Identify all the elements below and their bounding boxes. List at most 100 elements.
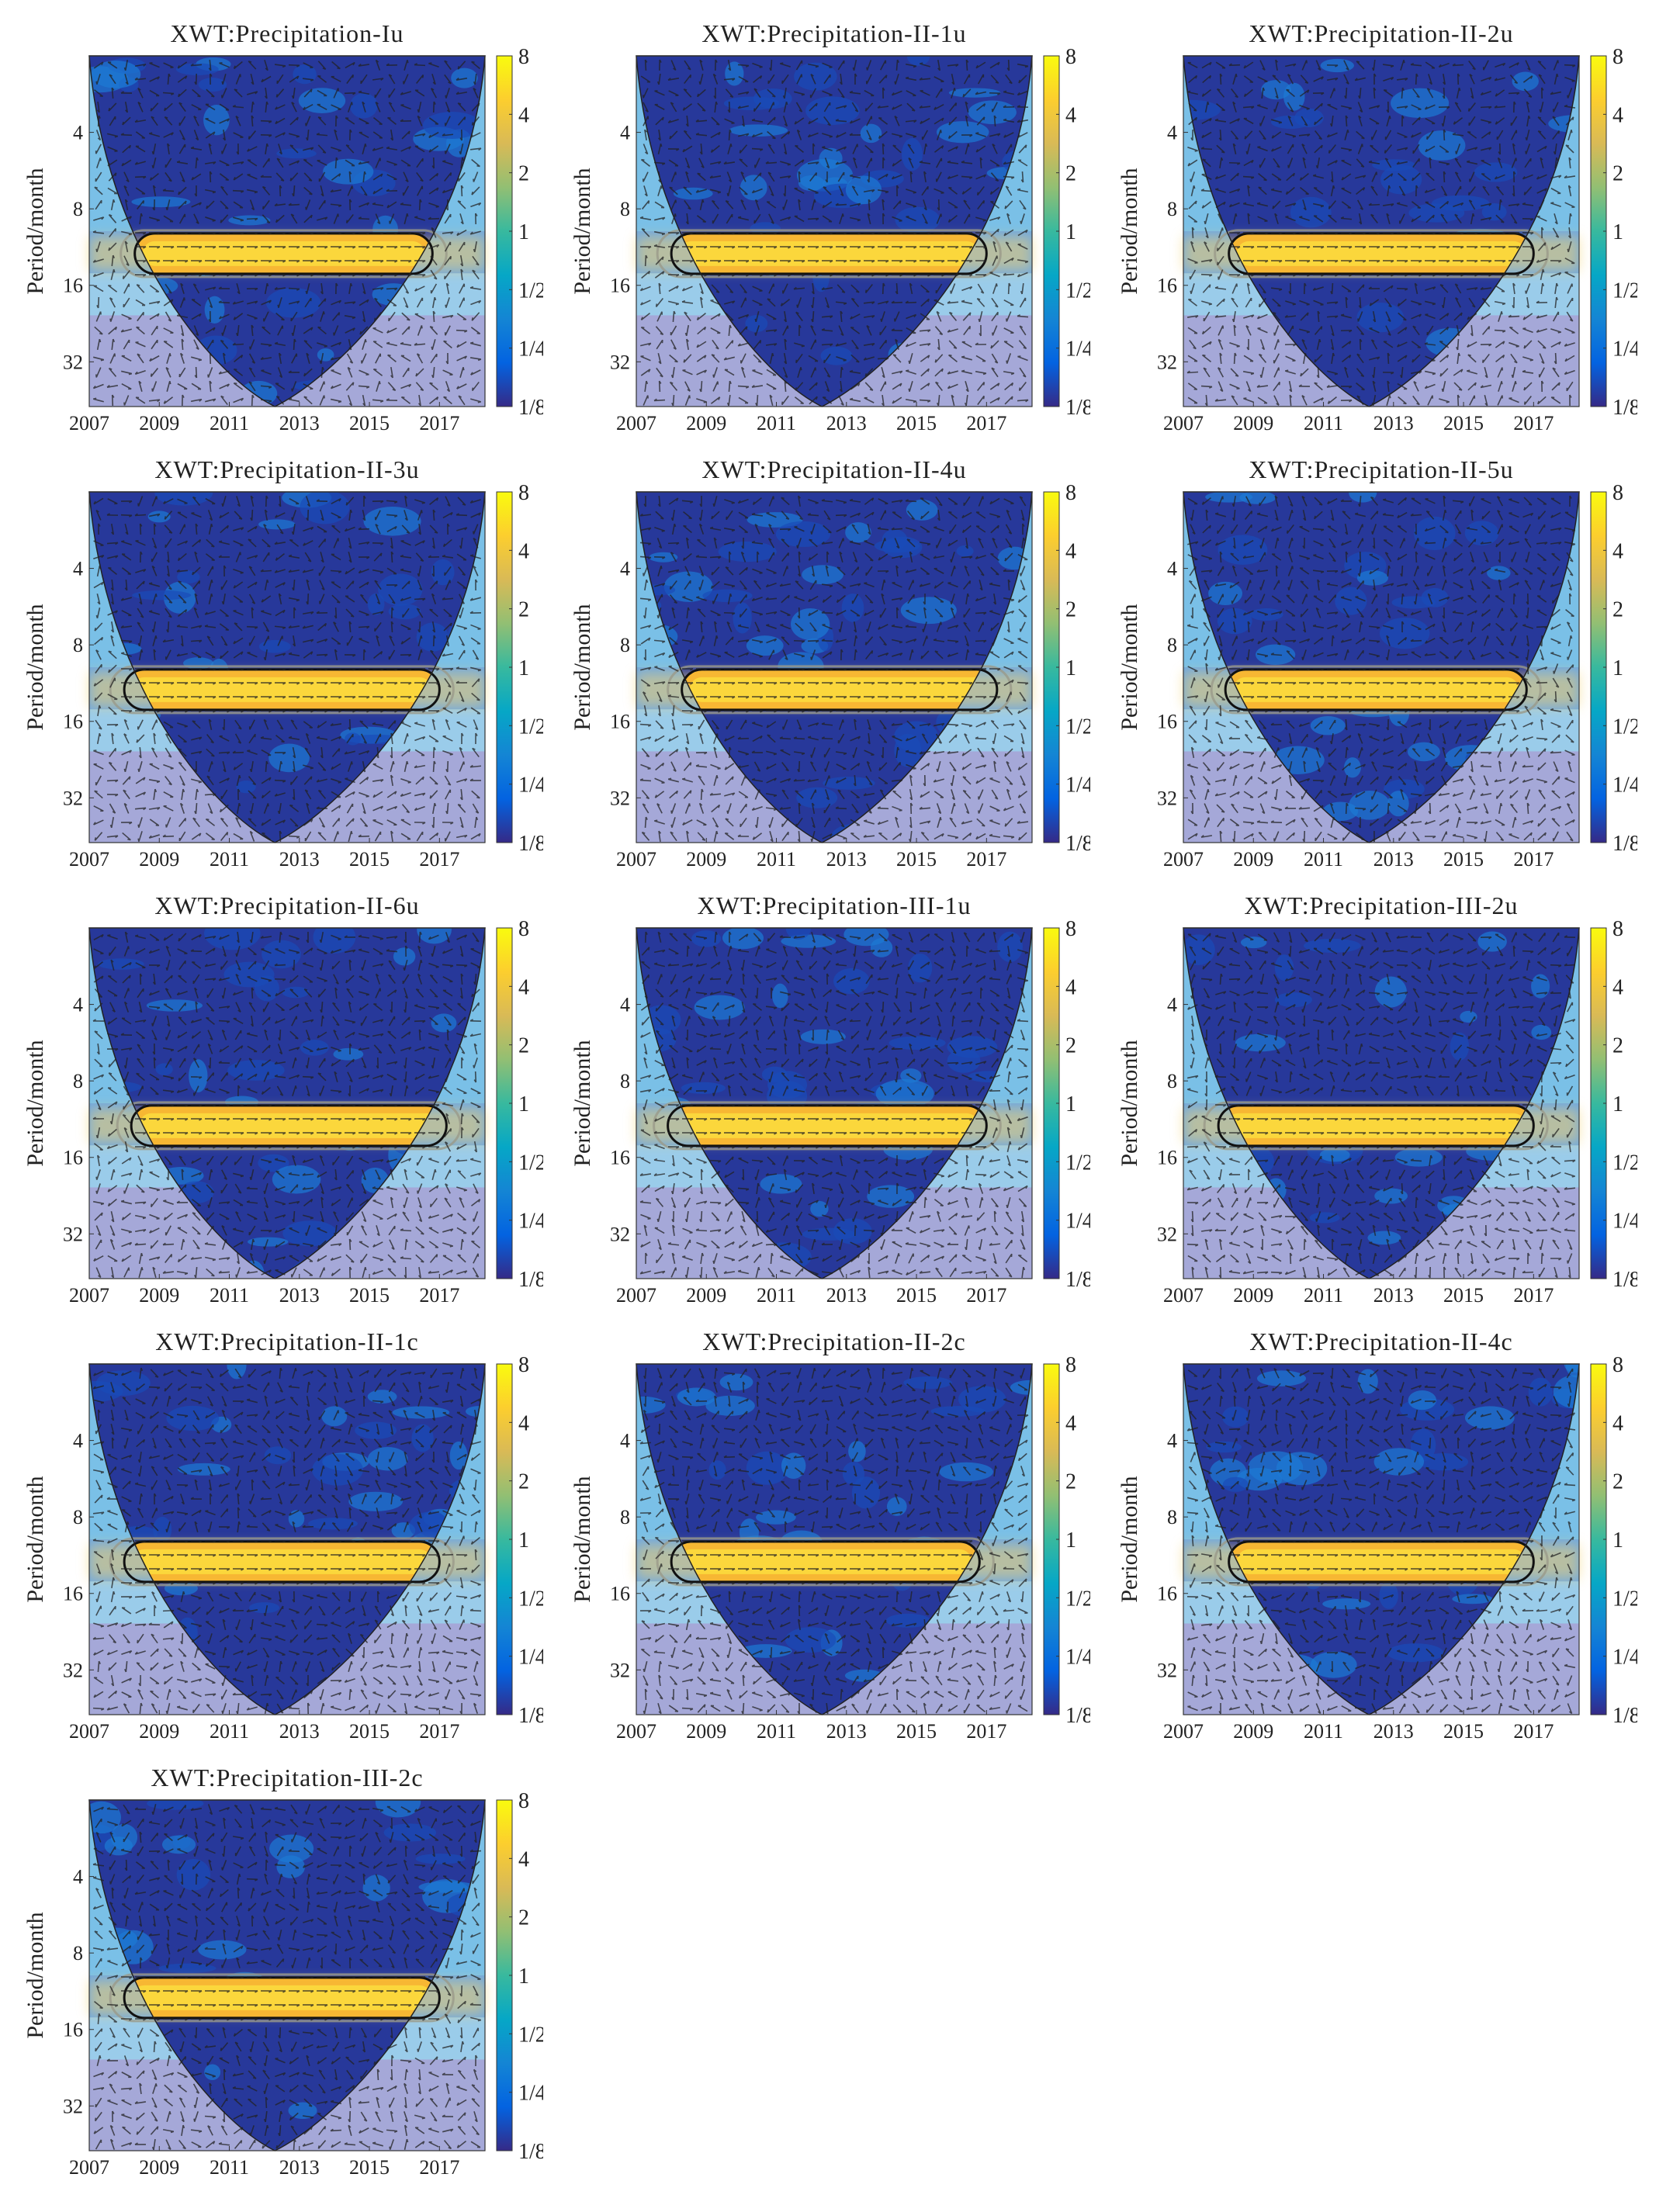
y-tick-label: 16 (610, 711, 630, 733)
y-tick-label: 16 (610, 275, 630, 297)
xwt-panel: XWT:Precipitation-Iu 2007 2009 2011 2013 2015… (0, 14, 543, 433)
x-tick-label: 2015 (349, 1720, 390, 1741)
colorbar-tick-label: 1 (1612, 220, 1623, 244)
colorbar-tick-label: 1/4 (1065, 774, 1090, 798)
x-tick-label: 2009 (1233, 1720, 1273, 1741)
y-tick-label: 32 (610, 787, 630, 809)
colorbar-tick-label: 1/8 (518, 396, 543, 420)
colorbar-tick-label: 1/2 (1612, 1151, 1637, 1175)
y-tick-label: 4 (1167, 558, 1177, 580)
colorbar-tick-label: 1/2 (1612, 279, 1637, 303)
y-axis-label: Period/month (570, 168, 595, 294)
y-tick-label: 16 (1157, 711, 1177, 733)
significant-band (689, 677, 989, 702)
panel-title: XWT:Precipitation-II-4c (1249, 1328, 1513, 1355)
x-tick-label: 2015 (896, 1720, 937, 1741)
x-tick-label: 2011 (757, 1720, 796, 1741)
colorbar-tick-label: 8 (1612, 917, 1623, 941)
x-tick-label: 2013 (826, 848, 867, 869)
x-tick-label: 2013 (1373, 1284, 1414, 1305)
x-tick-label: 2015 (1443, 1284, 1484, 1305)
xwt-panel: XWT:Precipitation-II-4u 2007 2009 2011 2013 2… (547, 450, 1090, 869)
y-tick-label: 32 (1157, 351, 1177, 373)
y-tick-label: 16 (610, 1583, 630, 1605)
colorbar-tick-label: 1/2 (518, 279, 543, 303)
colorbar-tick-label: 1/2 (1065, 1587, 1090, 1611)
panel-title: XWT:Precipitation-II-4u (701, 455, 966, 483)
x-tick-label: 2017 (419, 412, 459, 433)
panel-title: XWT:Precipitation-II-1c (155, 1328, 419, 1355)
colorbar-tick-label: 2 (518, 162, 529, 186)
x-tick-label: 2007 (69, 412, 109, 433)
x-tick-label: 2011 (1304, 848, 1343, 869)
x-tick-label: 2011 (210, 2156, 249, 2177)
xwt-chart: XWT:Precipitation-III-1u 2007 2009 2011 2013… (570, 891, 1090, 1305)
y-tick-label: 32 (63, 1223, 83, 1245)
y-axis-label: Period/month (1117, 168, 1142, 294)
colorbar-tick-label: 1/8 (1612, 1704, 1637, 1728)
xwt-chart: XWT:Precipitation-II-6u 2007 2009 2011 2013 2… (23, 891, 543, 1305)
colorbar-tick-label: 2 (518, 1906, 529, 1930)
x-tick-label: 2013 (279, 1284, 320, 1305)
x-tick-label: 2011 (1304, 1720, 1343, 1741)
colorbar-tick-label: 1/8 (1065, 1704, 1090, 1728)
y-axis-label: Period/month (23, 604, 48, 730)
colorbar-tick-label: 1/8 (1612, 396, 1637, 420)
colorbar-tick-label: 1 (518, 220, 529, 244)
x-tick-label: 2011 (210, 412, 249, 433)
y-tick-label: 32 (1157, 787, 1177, 809)
y-axis-label: Period/month (23, 1476, 48, 1602)
colorbar-tick-label: 8 (1065, 917, 1076, 941)
x-tick-label: 2007 (616, 848, 656, 869)
x-tick-label: 2013 (1373, 1720, 1414, 1741)
panel-title: XWT:Precipitation-III-1u (698, 891, 972, 919)
x-tick-label: 2009 (686, 848, 726, 869)
y-tick-label: 32 (63, 2095, 83, 2117)
y-tick-label: 32 (63, 351, 83, 373)
y-tick-label: 16 (610, 1147, 630, 1169)
x-tick-label: 2015 (349, 1284, 390, 1305)
colorbar-tick-label: 1/2 (1612, 1587, 1637, 1611)
significant-band (132, 677, 432, 702)
colorbar-tick-label: 4 (1612, 103, 1623, 127)
y-tick-label: 32 (1157, 1223, 1177, 1245)
x-tick-label: 2013 (279, 848, 320, 869)
x-tick-label: 2015 (1443, 1720, 1484, 1741)
significant-band (675, 1113, 979, 1138)
y-tick-label: 32 (63, 1659, 83, 1681)
y-axis-label: Period/month (570, 1040, 595, 1166)
significant-band (139, 1113, 439, 1138)
y-tick-label: 16 (63, 275, 83, 297)
colorbar-tick-label: 4 (518, 1847, 529, 1871)
colorbar-tick-label: 1 (518, 1964, 529, 1989)
y-tick-label: 32 (1157, 1659, 1177, 1681)
panel-title: XWT:Precipitation-III-2c (151, 1764, 423, 1791)
x-tick-label: 2015 (349, 2156, 390, 2177)
y-tick-label: 4 (73, 994, 83, 1016)
x-tick-label: 2007 (616, 1284, 656, 1305)
colorbar-tick-label: 1/8 (1065, 832, 1090, 856)
colorbar-tick-label: 1 (1065, 656, 1076, 680)
x-tick-label: 2013 (279, 1720, 320, 1741)
y-axis-label: Period/month (570, 1476, 595, 1602)
y-tick-label: 4 (620, 1430, 630, 1452)
colorbar-tick-label: 4 (518, 103, 529, 127)
y-tick-label: 8 (73, 1506, 83, 1528)
x-tick-label: 2017 (1513, 848, 1554, 869)
colorbar-tick-label: 4 (518, 1411, 529, 1435)
y-tick-label: 8 (73, 1942, 83, 1964)
colorbar-tick-label: 1/2 (1065, 715, 1090, 739)
colorbar-tick-label: 8 (518, 481, 529, 505)
x-tick-label: 2011 (1304, 1284, 1343, 1305)
y-tick-label: 4 (73, 1866, 83, 1888)
xwt-chart: XWT:Precipitation-Iu 2007 2009 2011 2013 2015… (23, 19, 543, 433)
xwt-panel: XWT:Precipitation-II-2c 2007 2009 2011 2013 2… (547, 1322, 1090, 1741)
colorbar-tick-label: 2 (518, 1470, 529, 1494)
colorbar-tick-label: 1/2 (518, 715, 543, 739)
x-tick-label: 2009 (1233, 1284, 1273, 1305)
y-tick-label: 16 (1157, 1583, 1177, 1605)
colorbar-tick-label: 2 (1065, 598, 1076, 622)
x-tick-label: 2017 (419, 1720, 459, 1741)
y-tick-label: 8 (620, 634, 630, 656)
colorbar-tick-label: 1/2 (1065, 279, 1090, 303)
